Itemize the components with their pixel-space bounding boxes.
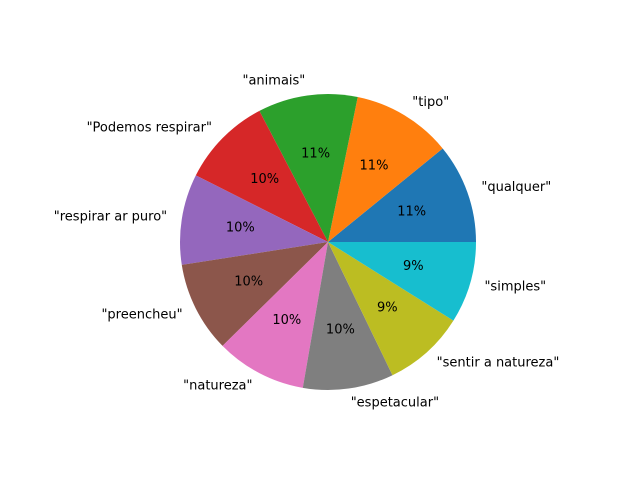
pie-slice	[259, 94, 358, 243]
pie-slice	[328, 242, 454, 376]
percent-labels: 11% 11% 11% 10% 10% 10% 10% 10% 9% 9%	[226, 147, 426, 338]
pie-slice	[180, 175, 328, 265]
pie-slice	[302, 242, 393, 390]
slice-category-label: "Podemos respirar"	[87, 120, 212, 135]
slice-category-label: "espetacular"	[351, 396, 439, 411]
pie-slice	[328, 242, 476, 321]
category-labels: "qualquer" "tipo" "animais" "Podemos respir…	[54, 73, 560, 410]
slice-percent-label: 10%	[226, 221, 255, 236]
slice-percent-label: 10%	[272, 313, 301, 328]
slice-percent-label: 10%	[234, 274, 263, 289]
slice-category-label: "preencheu"	[101, 308, 182, 323]
pie-slices	[180, 94, 476, 390]
slice-percent-label: 11%	[301, 147, 330, 162]
slice-percent-label: 11%	[397, 205, 426, 220]
slice-category-label: "animais"	[242, 73, 305, 88]
slice-category-label: "simples"	[484, 279, 546, 294]
slice-category-label: "qualquer"	[481, 180, 551, 195]
slice-category-label: "natureza"	[183, 379, 252, 394]
slice-percent-label: 9%	[403, 259, 424, 274]
slice-percent-label: 10%	[326, 322, 355, 337]
slice-category-label: "tipo"	[412, 95, 449, 110]
slice-percent-label: 11%	[360, 159, 389, 174]
slice-category-label: "sentir a natureza"	[437, 356, 560, 371]
pie-slice	[222, 242, 328, 388]
pie-slice	[195, 110, 328, 242]
pie-slice	[181, 242, 328, 346]
slice-percent-label: 9%	[377, 301, 398, 316]
slice-percent-label: 10%	[250, 172, 279, 187]
slice-category-label: "respirar ar puro"	[54, 209, 167, 224]
pie-slice	[328, 97, 443, 242]
pie-slice	[328, 148, 476, 242]
